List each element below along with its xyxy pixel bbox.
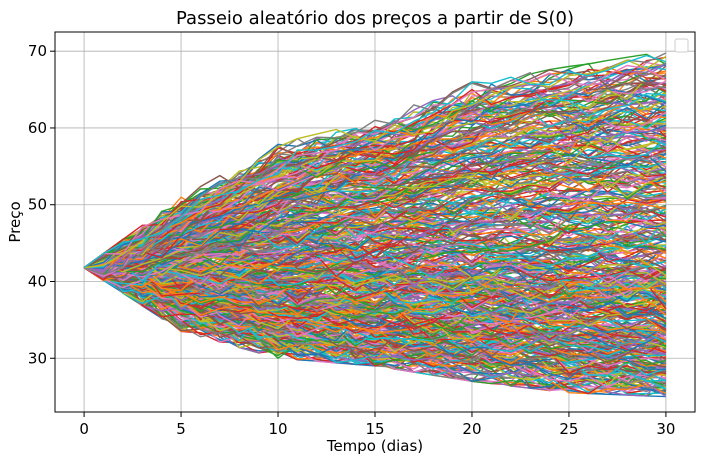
price-path-line: [83, 157, 667, 269]
price-path-line: [84, 267, 667, 322]
price-path-line: [84, 250, 667, 293]
y-tick-label: 40: [28, 272, 47, 290]
y-tick-label: 70: [28, 42, 47, 60]
y-tick-label: 30: [28, 349, 47, 367]
x-tick-label: 30: [656, 420, 675, 438]
legend-box: [674, 38, 689, 53]
chart-title: Passeio aleatório dos preços a partir de…: [176, 8, 574, 29]
price-path-line: [84, 246, 667, 284]
price-path-line: [84, 55, 667, 269]
y-tick-label: 60: [28, 119, 47, 137]
price-path-line: [83, 52, 667, 276]
price-path-line: [84, 212, 667, 274]
x-tick-label: 0: [79, 420, 89, 438]
axes: 0 5 10 15 20 25 30 30 40 50 60 70: [28, 31, 696, 438]
price-path-line: [83, 54, 667, 269]
x-tick-label: 20: [462, 420, 481, 438]
x-tick-label: 5: [176, 420, 186, 438]
price-path-line: [83, 66, 666, 269]
x-axis-title: Tempo (dias): [326, 437, 423, 455]
price-path-line: [84, 78, 667, 269]
series-lines: [83, 52, 667, 398]
y-tick-label: 50: [28, 196, 47, 214]
y-axis-title: Preço: [6, 201, 24, 242]
x-tick-label: 10: [268, 420, 287, 438]
price-path-line: [84, 266, 667, 354]
price-path-line: [84, 266, 667, 310]
price-path-line: [83, 182, 666, 269]
x-tick-label: 25: [559, 420, 578, 438]
x-tick-label: 15: [365, 420, 384, 438]
